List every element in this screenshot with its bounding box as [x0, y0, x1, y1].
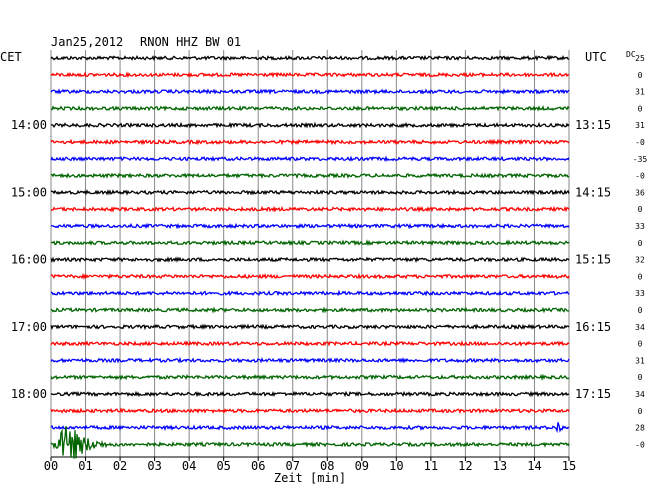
chart-title-station: RNON HHZ BW 01 — [140, 35, 241, 49]
dc-value: 0 — [638, 239, 643, 248]
trace-line-18 — [50, 356, 570, 364]
trace-line-16 — [50, 323, 570, 331]
seismic-traces — [50, 54, 570, 459]
dc-value: 0 — [638, 306, 643, 315]
dc-value: 25 — [635, 54, 645, 63]
trace-line-5 — [50, 138, 570, 146]
dc-value: 33 — [635, 289, 645, 298]
dc-value: 31 — [635, 356, 645, 365]
left-hour-label: 15:00 — [11, 185, 47, 199]
x-tick-label-08: 08 — [320, 459, 334, 473]
trace-line-12 — [50, 256, 570, 264]
dc-value: -35 — [633, 155, 648, 164]
x-tick-label-01: 01 — [78, 459, 92, 473]
trace-line-10 — [50, 222, 570, 230]
x-tick-label-11: 11 — [424, 459, 438, 473]
right-hour-label: 15:15 — [575, 253, 611, 267]
dc-values: 25 0 31 0 31 -0 -35 -0 36 0 33 0 32 0 33 0 34 0 31 0 34 0 28 -0 — [633, 54, 648, 449]
right-hour-label: 16:15 — [575, 320, 611, 334]
x-tick-label-02: 02 — [113, 459, 127, 473]
x-tick-label-05: 05 — [216, 459, 230, 473]
x-tick-label-00: 00 — [44, 459, 58, 473]
dc-value: 0 — [638, 373, 643, 382]
left-hour-label: 17:00 — [11, 320, 47, 334]
dc-value: 34 — [635, 323, 645, 332]
left-hour-label: 14:00 — [11, 118, 47, 132]
dc-value: 0 — [638, 104, 643, 113]
dc-column-label: DC — [626, 50, 636, 59]
left-zone-label: CET — [0, 50, 22, 64]
dc-value: 0 — [638, 407, 643, 416]
dc-value: 31 — [635, 121, 645, 130]
trace-line-0 — [50, 54, 570, 62]
trace-line-22 — [50, 422, 570, 434]
chart-title-date: Jan25,2012 — [51, 35, 123, 49]
trace-line-9 — [50, 205, 570, 213]
dc-value: 28 — [635, 424, 645, 433]
dc-value: 31 — [635, 88, 645, 97]
trace-line-6 — [50, 155, 570, 163]
left-hour-label: 18:00 — [11, 387, 47, 401]
trace-line-2 — [50, 88, 570, 96]
right-hour-label: 14:15 — [575, 185, 611, 199]
dc-value: 36 — [635, 188, 645, 197]
x-tick-labels: 00 01 02 03 04 05 06 07 08 09 10 11 12 13 14 15 — [44, 459, 576, 473]
right-hour-label: 13:15 — [575, 118, 611, 132]
x-tick-label-10: 10 — [389, 459, 403, 473]
trace-line-14 — [50, 289, 570, 297]
x-tick-label-04: 04 — [182, 459, 196, 473]
x-tick-label-14: 14 — [527, 459, 541, 473]
dc-value: 0 — [638, 340, 643, 349]
trace-line-15 — [50, 306, 570, 314]
left-hour-label: 16:00 — [11, 253, 47, 267]
x-tick-label-15: 15 — [562, 459, 576, 473]
dc-value: -0 — [635, 138, 645, 147]
right-zone-label: UTC — [585, 50, 607, 64]
dc-value: 34 — [635, 390, 645, 399]
x-tick-label-03: 03 — [147, 459, 161, 473]
trace-line-8 — [50, 188, 570, 196]
trace-line-20 — [50, 390, 570, 398]
dc-value: -0 — [635, 172, 645, 181]
dc-value: -0 — [635, 440, 645, 449]
x-tick-label-12: 12 — [458, 459, 472, 473]
x-axis-title: Zeit [min] — [274, 471, 346, 485]
trace-line-1 — [50, 71, 570, 79]
trace-line-19 — [50, 373, 570, 381]
dc-value: 33 — [635, 222, 645, 231]
dc-value: 0 — [638, 71, 643, 80]
x-tick-label-13: 13 — [493, 459, 507, 473]
trace-line-17 — [50, 340, 570, 347]
right-hour-label: 17:15 — [575, 387, 611, 401]
dc-value: 0 — [638, 205, 643, 214]
trace-line-3 — [50, 104, 570, 112]
x-tick-label-06: 06 — [251, 459, 265, 473]
trace-line-7 — [50, 172, 570, 180]
trace-line-21 — [50, 407, 570, 415]
trace-line-11 — [50, 239, 570, 247]
x-tick-label-07: 07 — [286, 459, 300, 473]
hour-labels: 14:00 15:00 16:00 17:00 18:00 13:15 14:15 15:15… — [11, 118, 611, 401]
trace-line-23 — [50, 426, 570, 459]
trace-line-4 — [50, 121, 570, 129]
dc-value: 0 — [638, 272, 643, 281]
time-grid — [50, 50, 570, 461]
dc-value: 32 — [635, 256, 645, 265]
x-tick-label-09: 09 — [355, 459, 369, 473]
trace-line-13 — [50, 272, 570, 280]
